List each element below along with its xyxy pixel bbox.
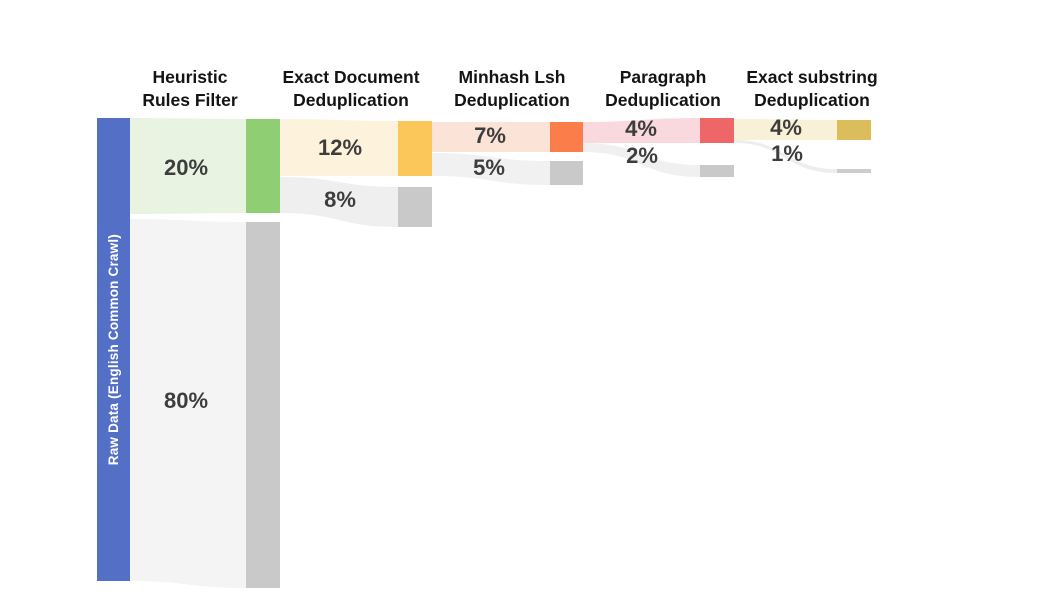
paragraph-deduplication-header-line1: Paragraph: [619, 67, 707, 87]
heuristic-rules-filter-removed-node: [246, 222, 280, 588]
exact-substring-deduplication-kept-pct-label: 4%: [770, 115, 802, 140]
exact-document-deduplication-removed-node: [398, 187, 432, 227]
minhash-lsh-deduplication-removed-pct-label: 5%: [473, 155, 505, 180]
exact-document-deduplication-removed-flow: [280, 177, 398, 227]
paragraph-deduplication-removed-node: [700, 165, 734, 177]
heuristic-rules-filter-header-line2: Rules Filter: [142, 90, 238, 110]
heuristic-rules-filter-kept-node: [246, 119, 280, 213]
exact-document-deduplication-header-line2: Deduplication: [293, 90, 409, 110]
exact-document-deduplication-kept-pct-label: 12%: [317, 135, 363, 160]
paragraph-deduplication-kept-node: [700, 118, 734, 143]
heuristic-rules-filter-kept-flow: [130, 118, 246, 214]
heuristic-rules-filter-removed-flow: [130, 219, 246, 588]
minhash-lsh-deduplication-kept-pct-label: 7%: [474, 123, 506, 148]
source-node-label: Raw Data (English Common Crawl): [106, 233, 121, 466]
exact-substring-deduplication-kept-node: [837, 120, 871, 140]
exact-document-deduplication-kept-flow: [280, 119, 398, 176]
exact-document-deduplication-header-line1: Exact Document: [282, 67, 420, 87]
paragraph-deduplication-kept-flow: [583, 118, 700, 143]
minhash-lsh-deduplication-kept-flow: [432, 122, 550, 152]
exact-substring-deduplication-kept-flow: [734, 119, 837, 140]
exact-substring-deduplication-removed-node: [837, 169, 871, 173]
heuristic-rules-filter-kept-pct-label: 20%: [163, 155, 209, 180]
source-node: Raw Data (English Common Crawl): [97, 118, 130, 581]
minhash-lsh-deduplication-kept-node: [550, 122, 583, 152]
exact-substring-deduplication-removed-flow: [734, 140, 837, 173]
paragraph-deduplication-header: Paragraph Deduplication: [605, 66, 721, 112]
exact-document-deduplication-kept-node: [398, 121, 432, 176]
heuristic-rules-filter-header-line1: Heuristic: [152, 67, 228, 87]
heuristic-rules-filter-removed-pct-label: 80%: [163, 388, 209, 413]
paragraph-deduplication-kept-pct-label: 4%: [625, 116, 657, 141]
minhash-lsh-deduplication-header: Minhash Lsh Deduplication: [454, 66, 570, 112]
minhash-lsh-deduplication-header-line1: Minhash Lsh: [458, 67, 566, 87]
paragraph-deduplication-removed-pct-label: 2%: [626, 143, 658, 168]
exact-document-deduplication-removed-pct-label: 8%: [324, 187, 356, 212]
paragraph-deduplication-header-line2: Deduplication: [605, 90, 721, 110]
paragraph-deduplication-removed-flow: [583, 143, 700, 177]
minhash-lsh-deduplication-removed-flow: [432, 153, 550, 185]
exact-substring-deduplication-header-line2: Deduplication: [754, 90, 870, 110]
exact-substring-deduplication-removed-pct-label: 1%: [771, 141, 803, 166]
minhash-lsh-deduplication-header-line2: Deduplication: [454, 90, 570, 110]
exact-substring-deduplication-header-line1: Exact substring: [746, 67, 878, 87]
exact-document-deduplication-header: Exact Document Deduplication: [282, 66, 419, 112]
exact-substring-deduplication-header: Exact substring Deduplication: [746, 66, 877, 112]
minhash-lsh-deduplication-removed-node: [550, 161, 583, 185]
heuristic-rules-filter-header: Heuristic Rules Filter: [142, 66, 237, 112]
